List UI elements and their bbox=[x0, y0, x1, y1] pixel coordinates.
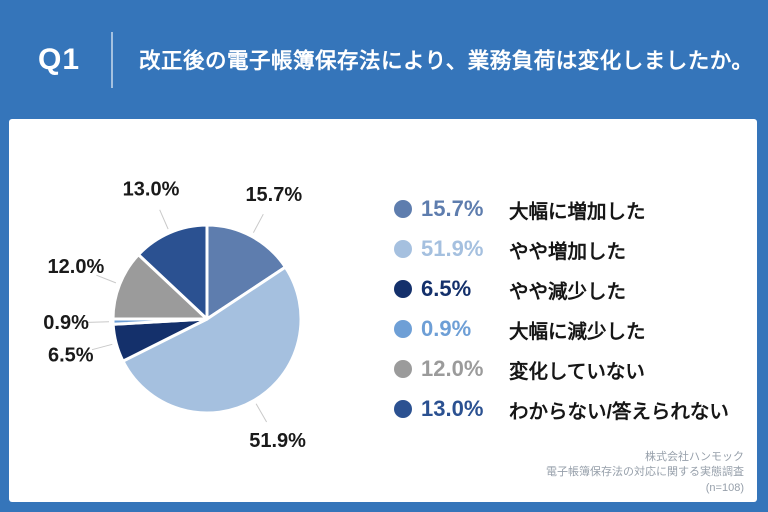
chart-card: 15.7% 51.9% 6.5% 0.9% 12.0% 13.0% 15.7% 大幅に増加… bbox=[9, 119, 757, 502]
pie-data-label: 6.5% bbox=[48, 344, 94, 366]
pie-slice bbox=[205, 223, 287, 321]
legend-row: 15.7% 大幅に増加した bbox=[394, 189, 729, 229]
pie-data-label: 51.9% bbox=[249, 430, 306, 452]
question-number: Q1 bbox=[38, 42, 81, 76]
source-note: 株式会社ハンモック 電子帳簿保存法の対応に関する実態調査 (n=108) bbox=[546, 450, 744, 497]
legend-percent: 13.0% bbox=[421, 396, 484, 421]
pie-label-leader-line bbox=[159, 209, 169, 230]
legend-dot bbox=[394, 200, 412, 218]
source-company: 株式会社ハンモック bbox=[645, 450, 744, 463]
source-survey: 電子帳簿保存法の対応に関する実態調査 bbox=[546, 466, 744, 478]
legend-dot bbox=[394, 360, 412, 378]
legend-percent: 0.9% bbox=[421, 316, 472, 341]
pie-label-leader-line bbox=[255, 403, 268, 423]
question-header: Q1 改正後の電子帳簿保存法により、業務負荷は変化しましたか。 bbox=[0, 0, 768, 119]
legend-dot bbox=[394, 320, 412, 338]
legend-row: 13.0% わからない/答えられない bbox=[394, 389, 729, 429]
source-sample-size: (n=108) bbox=[705, 481, 744, 494]
legend-dot bbox=[394, 400, 412, 418]
pie-label-leader-line bbox=[96, 274, 117, 284]
pie-slice bbox=[121, 265, 303, 415]
question-title: 改正後の電子帳簿保存法により、業務負荷は変化しましたか。 bbox=[139, 49, 754, 73]
pie-data-label: 13.0% bbox=[123, 179, 180, 201]
legend-label: 大幅に増加した bbox=[509, 200, 646, 223]
pie-data-label: 0.9% bbox=[43, 312, 89, 334]
legend: 15.7% 大幅に増加した 51.9% やや増加した 6.5% やや減少した 0… bbox=[394, 189, 729, 429]
pie-data-label: 12.0% bbox=[48, 256, 105, 278]
legend-label: 変化していない bbox=[509, 360, 645, 383]
pie-label-leader-line bbox=[252, 213, 264, 233]
legend-dot bbox=[394, 280, 412, 298]
pie-label-leader-line bbox=[91, 343, 113, 351]
pie-chart: 15.7% 51.9% 6.5% 0.9% 12.0% 13.0% bbox=[43, 179, 306, 452]
legend-row: 6.5% やや減少した bbox=[394, 269, 729, 309]
legend-percent: 6.5% bbox=[421, 276, 472, 301]
legend-percent: 12.0% bbox=[421, 356, 484, 381]
legend-row: 51.9% やや増加した bbox=[394, 229, 729, 269]
legend-label: 大幅に減少した bbox=[509, 320, 646, 343]
pie-data-label: 15.7% bbox=[245, 184, 302, 206]
legend-label: やや増加した bbox=[509, 240, 627, 263]
header-divider bbox=[111, 31, 114, 88]
legend-label: やや減少した bbox=[509, 280, 627, 303]
legend-percent: 51.9% bbox=[421, 236, 484, 261]
pie-slice bbox=[136, 223, 209, 321]
legend-row: 12.0% 変化していない bbox=[394, 349, 729, 389]
legend-row: 0.9% 大幅に減少した bbox=[394, 309, 729, 349]
pie-label-leader-line bbox=[87, 321, 110, 323]
legend-dot bbox=[394, 240, 412, 258]
legend-percent: 15.7% bbox=[421, 196, 484, 221]
legend-label: わからない/答えられない bbox=[509, 400, 729, 423]
